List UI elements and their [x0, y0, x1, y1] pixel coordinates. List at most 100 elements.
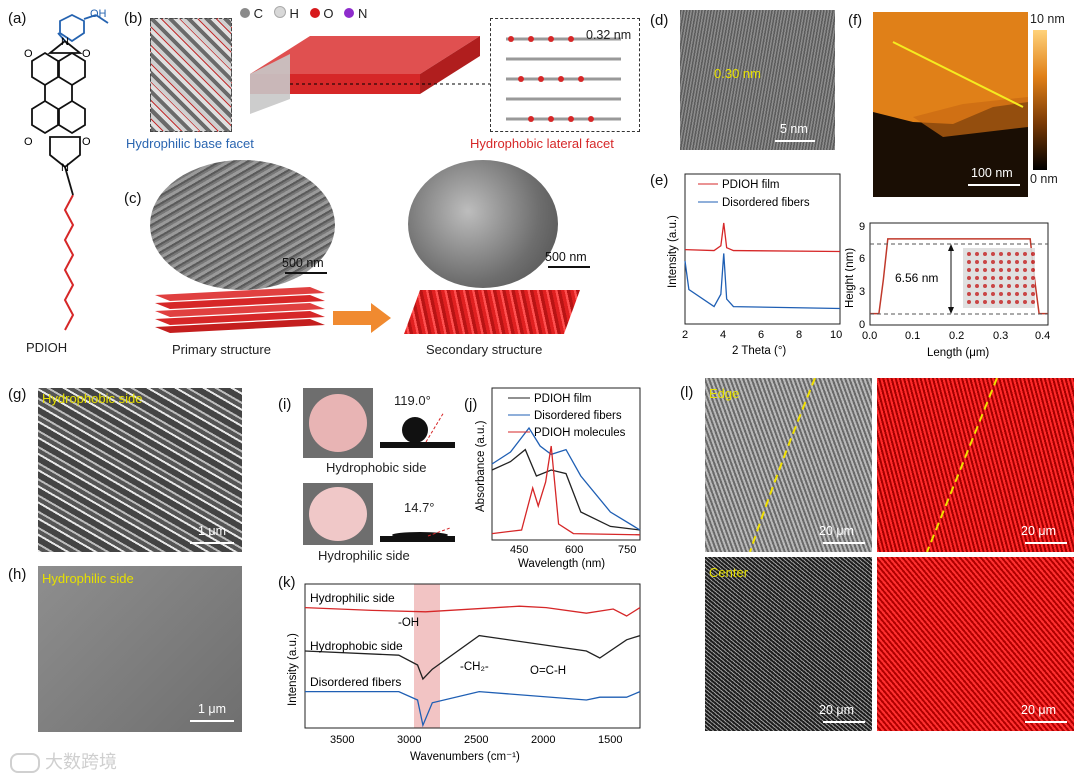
xrd-series-fibers — [684, 253, 841, 310]
abs-legend-fibers: Disordered fibers — [534, 410, 622, 422]
edge-brightfield-image: Edge 20 μm — [705, 378, 872, 552]
ftir-xtick-2000: 2000 — [531, 734, 555, 746]
sem-h-scale-label: 1 μm — [198, 702, 227, 716]
center-fluorescence-image: 20 μm — [877, 557, 1074, 731]
ftir-xtick-3500: 3500 — [330, 734, 354, 746]
molecule-name: PDIOH — [26, 340, 68, 355]
atom-o-icon — [309, 8, 320, 18]
panel-h-label: (h) — [8, 566, 27, 583]
ftir-trace-hydrophobic: Hydrophobic side — [310, 639, 403, 653]
ftir-ylabel: Intensity (a.u.) — [287, 633, 299, 706]
panel-a-label: (a) — [8, 10, 27, 27]
primary-structure-label: Primary structure — [172, 342, 271, 357]
panel-c-label: (c) — [124, 190, 142, 207]
ftir-trace-hydrophilic: Hydrophilic side — [310, 591, 395, 605]
hydrophilic-side-label: Hydrophilic side — [318, 548, 410, 563]
afm-scale-bar — [968, 184, 1020, 186]
abs-xtick-750: 750 — [618, 544, 636, 556]
afm-scale-label: 100 nm — [971, 166, 1013, 180]
colorbar-max-label: 10 nm — [1030, 12, 1065, 26]
abs-legend-film: PDIOH film — [534, 393, 592, 405]
profile-xtick-2: 0.2 — [949, 330, 964, 342]
imide-n1: N — [61, 36, 69, 48]
annot-oh: -OH — [398, 617, 419, 629]
abs-ylabel: Absorbance (a.u.) — [475, 420, 487, 512]
abs-series-molecules — [491, 445, 641, 536]
lateral-facet-crystal-view — [490, 18, 640, 132]
ftir-series-fibers — [305, 690, 641, 728]
profile-xtick-1: 0.1 — [905, 330, 920, 342]
profile-series — [870, 238, 1048, 315]
edge-bf-scale-bar — [823, 542, 865, 544]
panel-b-label: (b) — [124, 10, 143, 27]
profile-xlabel: Length (μm) — [927, 347, 989, 359]
ftir-xlabel: Wavenumbers (cm⁻¹) — [410, 751, 520, 763]
ch-stretch-highlight — [414, 584, 440, 728]
atom-h-icon — [273, 6, 286, 18]
ftir-chart: Hydrophilic side Hydrophobic side Disord… — [287, 583, 641, 763]
sem-g-scale-label: 1 μm — [198, 524, 227, 538]
center-bf-scale-label: 20 μm — [819, 703, 854, 717]
panel-k-label: (k) — [278, 574, 296, 591]
watermark: 大数跨境 — [10, 748, 117, 774]
abs-xtick-450: 450 — [510, 544, 528, 556]
hydrophobic-contact-angle: 119.0° — [394, 393, 431, 408]
transform-arrow-icon — [333, 303, 391, 333]
xrd-legend-film: PDIOH film — [722, 179, 780, 191]
atom-n-icon — [344, 8, 355, 18]
profile-xtick-0: 0.0 — [862, 330, 877, 342]
droplet-hydrophilic-icon — [380, 527, 455, 542]
tem-scale-bar — [775, 140, 815, 142]
secondary-sem-inset — [408, 160, 558, 288]
atom-c-icon — [240, 8, 250, 18]
tem-lattice-image: 0.30 nm 5 nm — [680, 10, 835, 150]
absorbance-chart: PDIOH film Disordered fibers PDIOH molec… — [475, 387, 641, 570]
hydrophilic-contact-angle: 14.7° — [404, 500, 435, 515]
sem-hydrophobic-title: Hydrophobic side — [42, 391, 143, 406]
droplet-hydrophobic-icon — [380, 411, 455, 448]
pdioh-molecule-structure: O O O O N N OH — [24, 8, 109, 331]
edge-fl-scale-label: 20 μm — [1021, 524, 1056, 538]
panel-d-label: (d) — [650, 12, 669, 29]
center-bf-scale-bar — [823, 721, 865, 723]
primary-sem-inset — [150, 160, 335, 290]
imide-n2: N — [61, 162, 69, 174]
carbonyl-o2: O — [82, 48, 91, 60]
edge-fl-scale-bar — [1025, 542, 1067, 544]
carbonyl-o4: O — [82, 136, 91, 148]
sem-hydrophilic-title: Hydrophilic side — [42, 571, 134, 586]
secondary-scale-bar — [548, 266, 590, 268]
fiber-crystal-model — [250, 36, 490, 114]
abs-xlabel: Wavelength (nm) — [518, 558, 605, 570]
annot-oc: O=C-H — [530, 665, 566, 677]
xrd-xtick-1: 4 — [720, 329, 726, 341]
hydrophilic-film-photo — [303, 483, 373, 545]
abs-series-fibers — [491, 426, 641, 531]
edge-bf-scale-label: 20 μm — [819, 524, 854, 538]
ftir-xtick-3000: 3000 — [397, 734, 421, 746]
panel-j-label: (j) — [464, 396, 478, 413]
hydrophobic-film-photo — [303, 388, 373, 458]
ftir-xtick-2500: 2500 — [464, 734, 488, 746]
base-facet-crystal-view — [150, 18, 232, 132]
xrd-xtick-3: 8 — [796, 329, 802, 341]
sem-g-scale-bar — [190, 542, 234, 544]
center-fl-scale-label: 20 μm — [1021, 703, 1056, 717]
panel-i-label: (i) — [278, 396, 292, 413]
panel-f-label: (f) — [848, 12, 863, 29]
afm-colorbar — [1033, 30, 1047, 170]
profile-ytick-0: 0 — [859, 319, 865, 331]
colorbar-min-label: 0 nm — [1030, 172, 1058, 186]
xrd-chart: PDIOH film Disordered fibers 2 4 6 8 10 … — [667, 173, 842, 357]
sem-h-scale-bar — [190, 720, 234, 722]
height-profile-chart: 6.56 nm 0 3 6 9 0.0 0.1 0.2 0.3 0.4 Leng… — [845, 221, 1050, 359]
edge-fluorescence-image: 20 μm — [877, 378, 1074, 552]
abs-legend-molecules: PDIOH molecules — [534, 427, 626, 439]
ftir-trace-fibers: Disordered fibers — [310, 675, 401, 689]
xrd-series-film — [684, 222, 841, 253]
primary-scale-label: 500 nm — [282, 256, 324, 270]
secondary-structure-label: Secondary structure — [426, 342, 543, 357]
profile-ytick-6: 6 — [859, 253, 865, 265]
primary-structure-layers — [155, 287, 325, 333]
xrd-xlabel: 2 Theta (°) — [732, 345, 786, 357]
